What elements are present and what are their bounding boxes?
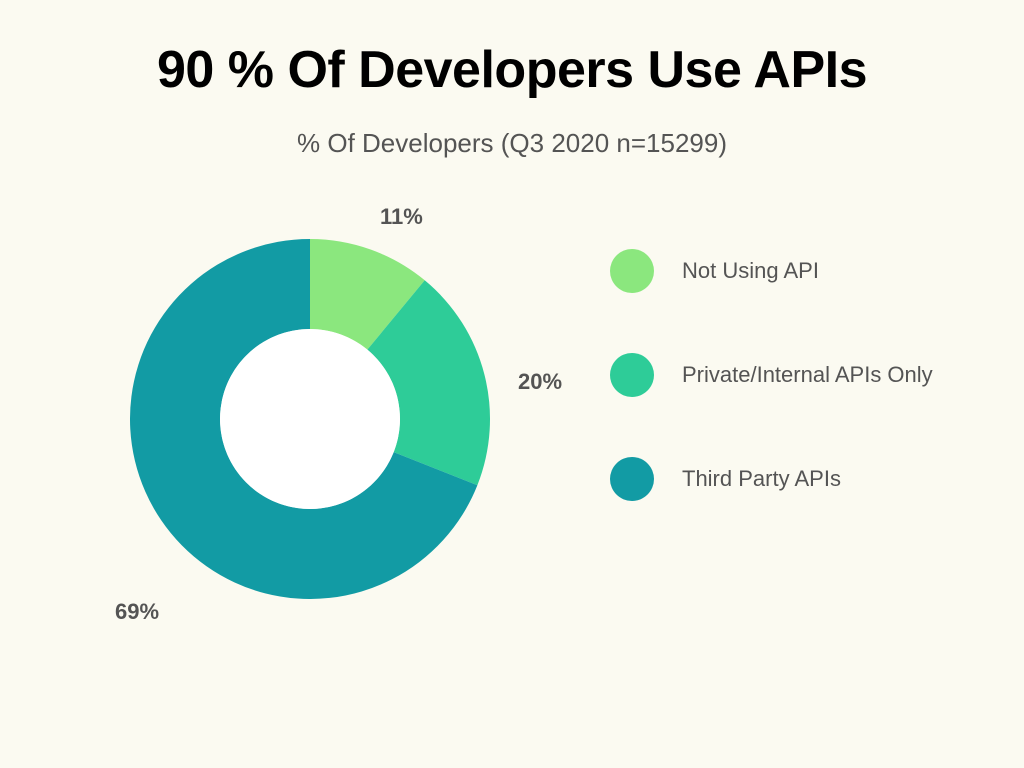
- slice-data-label: 11%: [380, 204, 423, 230]
- legend-item: Not Using API: [610, 249, 933, 293]
- donut-hole: [220, 329, 400, 509]
- legend-item: Private/Internal APIs Only: [610, 353, 933, 397]
- legend-swatch: [610, 457, 654, 501]
- slice-data-label: 69%: [115, 599, 159, 625]
- legend-swatch: [610, 353, 654, 397]
- legend-swatch: [610, 249, 654, 293]
- legend-label: Private/Internal APIs Only: [682, 362, 933, 388]
- legend-item: Third Party APIs: [610, 457, 933, 501]
- legend-label: Third Party APIs: [682, 466, 841, 492]
- content-row: 11% 20% 69% Not Using API Private/Internal …: [60, 179, 964, 679]
- legend: Not Using API Private/Internal APIs Only T…: [600, 179, 933, 501]
- page-subtitle: % Of Developers (Q3 2020 n=15299): [60, 128, 964, 159]
- donut-chart: 11% 20% 69%: [60, 179, 580, 679]
- donut-svg: [130, 239, 490, 599]
- page-title: 90 % Of Developers Use APIs: [60, 40, 964, 100]
- legend-label: Not Using API: [682, 258, 819, 284]
- slice-data-label: 20%: [518, 369, 562, 395]
